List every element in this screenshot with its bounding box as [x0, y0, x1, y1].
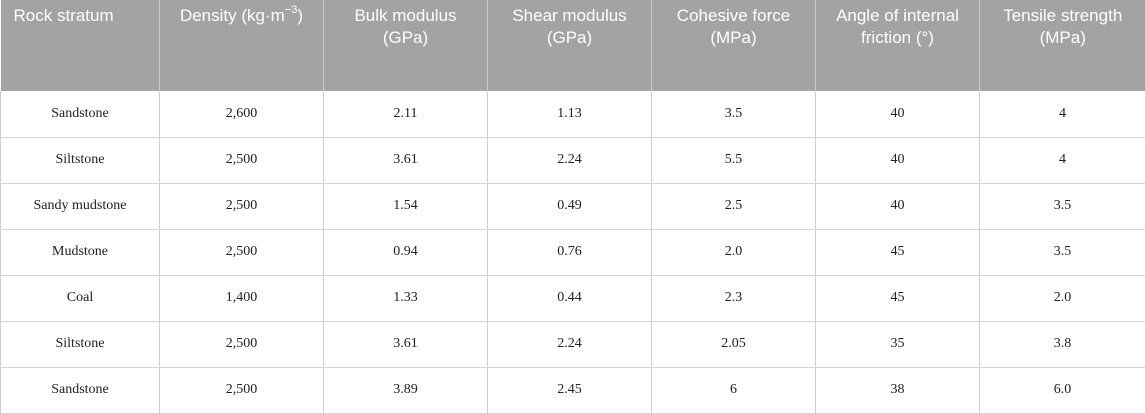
table-row: Coal 1,400 1.33 0.44 2.3 45 2.0: [1, 275, 1145, 321]
cell-shear-modulus: 2.45: [488, 367, 652, 413]
header-angle-internal-friction: Angle of internal friction (°): [816, 0, 980, 91]
cell-friction-angle: 40: [816, 137, 980, 183]
cell-cohesive-force: 3.5: [652, 91, 816, 137]
cell-shear-modulus: 2.24: [488, 321, 652, 367]
table-row: Sandstone 2,500 3.89 2.45 6 38 6.0: [1, 367, 1145, 413]
cell-tensile-strength: 4: [980, 91, 1145, 137]
cell-bulk-modulus: 3.61: [324, 321, 488, 367]
cell-rock-stratum: Sandstone: [1, 91, 160, 137]
cell-rock-stratum: Mudstone: [1, 229, 160, 275]
cell-tensile-strength: 4: [980, 137, 1145, 183]
cell-bulk-modulus: 0.94: [324, 229, 488, 275]
cell-rock-stratum: Siltstone: [1, 137, 160, 183]
header-bulk-modulus: Bulk modulus (GPa): [324, 0, 488, 91]
header-density: Density (kg·m−3): [160, 0, 324, 91]
cell-rock-stratum: Coal: [1, 275, 160, 321]
cell-friction-angle: 40: [816, 183, 980, 229]
table-row: Sandy mudstone 2,500 1.54 0.49 2.5 40 3.…: [1, 183, 1145, 229]
cell-tensile-strength: 6.0: [980, 367, 1145, 413]
table-row: Siltstone 2,500 3.61 2.24 5.5 40 4: [1, 137, 1145, 183]
cell-density: 2,500: [160, 367, 324, 413]
cell-friction-angle: 35: [816, 321, 980, 367]
cell-rock-stratum: Siltstone: [1, 321, 160, 367]
cell-cohesive-force: 2.3: [652, 275, 816, 321]
cell-cohesive-force: 2.5: [652, 183, 816, 229]
header-shear-modulus: Shear modulus (GPa): [488, 0, 652, 91]
table-row: Sandstone 2,600 2.11 1.13 3.5 40 4: [1, 91, 1145, 137]
cell-tensile-strength: 3.5: [980, 183, 1145, 229]
cell-bulk-modulus: 1.33: [324, 275, 488, 321]
cell-shear-modulus: 0.49: [488, 183, 652, 229]
cell-density: 2,500: [160, 321, 324, 367]
cell-density: 2,600: [160, 91, 324, 137]
cell-cohesive-force: 2.05: [652, 321, 816, 367]
header-rock-stratum: Rock stratum: [1, 0, 160, 91]
header-tensile-strength: Tensile strength (MPa): [980, 0, 1145, 91]
cell-bulk-modulus: 1.54: [324, 183, 488, 229]
cell-rock-stratum: Sandstone: [1, 367, 160, 413]
cell-cohesive-force: 2.0: [652, 229, 816, 275]
cell-density: 2,500: [160, 183, 324, 229]
cell-rock-stratum: Sandy mudstone: [1, 183, 160, 229]
header-row: Rock stratum Density (kg·m−3) Bulk modul…: [1, 0, 1145, 91]
cell-friction-angle: 40: [816, 91, 980, 137]
cell-friction-angle: 45: [816, 229, 980, 275]
cell-bulk-modulus: 2.11: [324, 91, 488, 137]
cell-friction-angle: 45: [816, 275, 980, 321]
cell-shear-modulus: 2.24: [488, 137, 652, 183]
header-density-suffix: ): [297, 6, 303, 25]
cell-density: 2,500: [160, 229, 324, 275]
header-density-text: Density (kg·m: [180, 6, 285, 25]
cell-shear-modulus: 0.76: [488, 229, 652, 275]
cell-shear-modulus: 1.13: [488, 91, 652, 137]
cell-cohesive-force: 6: [652, 367, 816, 413]
cell-friction-angle: 38: [816, 367, 980, 413]
table-body: Sandstone 2,600 2.11 1.13 3.5 40 4 Silts…: [1, 91, 1145, 413]
header-density-exponent: −3: [285, 4, 298, 16]
cell-density: 1,400: [160, 275, 324, 321]
cell-shear-modulus: 0.44: [488, 275, 652, 321]
header-cohesive-force: Cohesive force (MPa): [652, 0, 816, 91]
table-header: Rock stratum Density (kg·m−3) Bulk modul…: [1, 0, 1145, 91]
cell-cohesive-force: 5.5: [652, 137, 816, 183]
cell-tensile-strength: 3.8: [980, 321, 1145, 367]
cell-tensile-strength: 2.0: [980, 275, 1145, 321]
cell-tensile-strength: 3.5: [980, 229, 1145, 275]
table-row: Siltstone 2,500 3.61 2.24 2.05 35 3.8: [1, 321, 1145, 367]
cell-bulk-modulus: 3.61: [324, 137, 488, 183]
cell-bulk-modulus: 3.89: [324, 367, 488, 413]
cell-density: 2,500: [160, 137, 324, 183]
table-row: Mudstone 2,500 0.94 0.76 2.0 45 3.5: [1, 229, 1145, 275]
